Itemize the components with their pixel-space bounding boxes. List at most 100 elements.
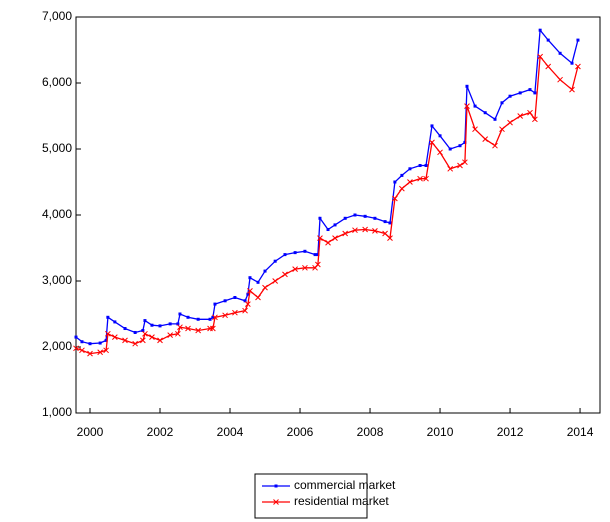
point-marker	[430, 124, 434, 128]
point-marker	[342, 230, 349, 237]
point-marker	[399, 185, 405, 192]
point-marker	[272, 278, 279, 284]
x-tick-label: 2004	[217, 425, 244, 439]
legend-marker	[274, 484, 278, 488]
point-marker	[382, 230, 388, 237]
point-marker	[537, 53, 543, 60]
point-marker	[150, 323, 154, 327]
point-marker	[113, 320, 117, 324]
point-marker	[158, 324, 162, 328]
point-marker	[429, 139, 435, 146]
point-marker	[292, 266, 298, 272]
point-marker	[533, 91, 537, 95]
point-marker	[448, 147, 452, 151]
point-marker	[167, 332, 174, 338]
point-marker	[462, 159, 468, 166]
point-marker	[232, 309, 238, 316]
point-marker	[211, 315, 215, 319]
point-marker	[333, 223, 337, 227]
point-marker	[176, 322, 180, 326]
x-tick-label: 2006	[287, 425, 314, 439]
point-marker	[141, 329, 145, 332]
point-marker	[508, 94, 512, 98]
point-marker	[142, 330, 148, 337]
point-marker	[499, 126, 505, 133]
point-marker	[463, 140, 467, 144]
y-tick-label: 7,000	[42, 9, 72, 23]
point-marker	[316, 253, 320, 257]
point-marker	[483, 111, 487, 115]
point-marker	[576, 38, 580, 42]
point-marker	[293, 251, 297, 255]
point-marker	[212, 314, 218, 321]
point-marker	[400, 173, 404, 177]
point-marker	[74, 335, 78, 339]
point-marker	[418, 164, 422, 167]
point-marker	[362, 226, 368, 233]
point-marker	[437, 149, 443, 156]
point-marker	[393, 180, 397, 184]
point-marker	[546, 38, 550, 42]
point-marker	[168, 322, 172, 326]
point-marker	[464, 103, 470, 109]
point-marker	[262, 284, 268, 291]
legend-marker	[273, 499, 279, 505]
point-marker	[97, 349, 104, 356]
point-marker	[133, 330, 137, 334]
point-marker	[569, 86, 575, 93]
point-marker	[492, 142, 498, 149]
point-marker	[104, 338, 108, 342]
point-marker	[103, 347, 109, 354]
point-marker	[210, 325, 216, 332]
point-marker	[273, 259, 277, 263]
point-marker	[112, 334, 118, 340]
point-marker	[213, 302, 217, 306]
series-line	[75, 28, 579, 345]
point-marker	[233, 296, 237, 299]
plot-frame	[75, 16, 601, 414]
point-marker	[302, 264, 308, 271]
x-tick-label: 2012	[497, 425, 524, 439]
point-marker	[79, 347, 85, 354]
point-marker	[517, 113, 524, 119]
x-tick-label: 2008	[357, 425, 384, 439]
point-marker	[157, 337, 163, 344]
point-marker	[538, 28, 542, 32]
point-marker	[500, 101, 504, 105]
point-marker	[255, 294, 261, 301]
y-tick-label: 1,000	[42, 405, 72, 419]
point-marker	[575, 63, 581, 70]
point-marker	[424, 164, 428, 167]
point-marker	[242, 307, 248, 314]
point-marker	[245, 301, 251, 307]
point-marker	[243, 299, 247, 303]
y-tick-label: 3,000	[42, 273, 72, 287]
x-tick-label: 2002	[147, 425, 174, 439]
point-marker	[458, 144, 462, 148]
point-marker	[80, 340, 84, 344]
y-tick-label: 2,000	[42, 339, 72, 353]
legend-box	[254, 473, 368, 519]
point-marker	[196, 317, 200, 321]
point-marker	[373, 216, 377, 220]
point-marker	[282, 271, 288, 278]
legend-label: commercial market	[294, 478, 396, 492]
point-marker	[447, 165, 454, 172]
y-tick-label: 6,000	[42, 75, 72, 89]
point-marker	[392, 195, 398, 202]
point-marker	[246, 292, 250, 296]
y-tick-label: 5,000	[42, 141, 72, 155]
point-marker	[353, 213, 357, 217]
point-marker	[408, 167, 412, 171]
point-marker	[178, 312, 182, 316]
point-marker	[143, 319, 147, 323]
point-marker	[465, 84, 469, 88]
point-marker	[473, 104, 477, 108]
x-tick-label: 2014	[567, 425, 594, 439]
point-marker	[493, 117, 497, 121]
point-marker	[518, 91, 522, 95]
point-marker	[352, 227, 358, 234]
point-marker	[104, 330, 111, 337]
point-marker	[363, 214, 367, 218]
